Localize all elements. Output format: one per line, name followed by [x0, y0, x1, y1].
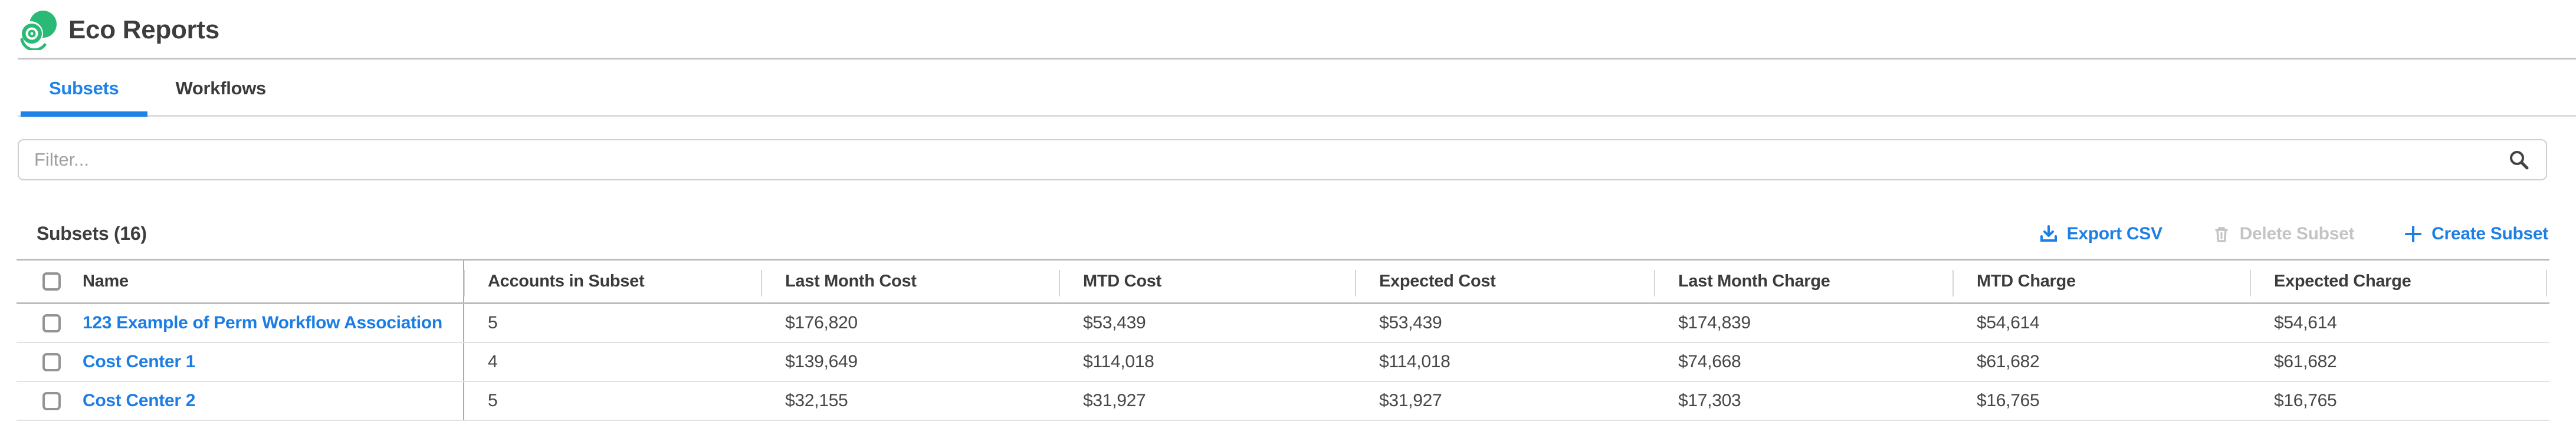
expected-charge-cell: $54,614 [2274, 313, 2337, 332]
column-header-expected-cost[interactable]: Expected Cost [1355, 261, 1655, 302]
export-csv-button[interactable]: Export CSV [2039, 224, 2162, 244]
table-row: Cost Center 2 5 $32,155 $31,927 $31,927 … [17, 382, 2549, 421]
mtd-charge-cell: $61,682 [1977, 352, 2040, 371]
export-csv-label: Export CSV [2066, 223, 2162, 243]
section-title: Subsets (16) [37, 223, 147, 244]
page-title: Eco Reports [68, 15, 219, 44]
last-month-cost-cell: $176,820 [785, 313, 858, 332]
name-cell: Cost Center 2 [17, 382, 464, 420]
tab-subsets-label: Subsets [49, 77, 119, 98]
tab-bar: Subsets Workflows [0, 60, 2576, 117]
accounts-cell: 5 [488, 391, 498, 410]
plus-icon [2405, 225, 2422, 242]
mtd-cost-cell: $114,018 [1083, 352, 1154, 371]
subset-name-link[interactable]: Cost Center 2 [83, 391, 196, 410]
row-checkbox[interactable] [42, 391, 61, 410]
last-month-cost-cell: $32,155 [785, 391, 848, 410]
expected-charge-cell: $16,765 [2274, 391, 2337, 410]
delete-subset-label: Delete Subset [2239, 223, 2355, 243]
expected-cost-cell: $114,018 [1379, 352, 1451, 371]
filter-input[interactable] [18, 139, 2547, 180]
column-header-name[interactable]: Name [17, 261, 464, 302]
column-header-name-label: Name [83, 272, 129, 291]
delete-subset-button[interactable]: Delete Subset [2212, 223, 2355, 244]
subsets-table: Name Accounts in Subset Last Month Cost … [17, 259, 2549, 421]
accounts-cell: 5 [488, 313, 498, 332]
app-header: Eco Reports [0, 0, 2576, 60]
column-header-mtd-charge[interactable]: MTD Charge [1952, 261, 2250, 302]
mtd-cost-cell: $31,927 [1083, 391, 1146, 410]
mtd-cost-cell: $53,439 [1083, 313, 1146, 332]
last-month-charge-cell: $74,668 [1678, 352, 1741, 371]
column-header-mtd-cost[interactable]: MTD Cost [1059, 261, 1356, 302]
tab-workflows-label: Workflows [175, 77, 267, 98]
name-cell: Cost Center 1 [17, 343, 464, 381]
row-checkbox[interactable] [42, 352, 61, 371]
subsets-toolbar: Subsets (16) Export CSV Delete Subset [18, 223, 2548, 245]
row-checkbox[interactable] [42, 314, 61, 332]
mtd-charge-cell: $16,765 [1977, 391, 2040, 410]
download-icon [2040, 225, 2057, 242]
subset-name-link[interactable]: Cost Center 1 [83, 352, 196, 371]
trash-icon [2214, 226, 2228, 242]
table-row: 123 Example of Perm Workflow Association… [17, 304, 2549, 343]
create-subset-button[interactable]: Create Subset [2404, 224, 2548, 244]
app-logo-icon [19, 10, 57, 50]
last-month-charge-cell: $174,839 [1678, 313, 1751, 332]
last-month-charge-cell: $17,303 [1678, 391, 1741, 410]
toolbar-actions: Export CSV Delete Subset Create Subset [2039, 224, 2548, 244]
table-row: Cost Center 1 4 $139,649 $114,018 $114,0… [17, 343, 2549, 382]
column-header-last-month-cost[interactable]: Last Month Cost [761, 261, 1059, 302]
name-cell: 123 Example of Perm Workflow Association [17, 304, 464, 342]
column-header-expected-charge[interactable]: Expected Charge [2250, 261, 2549, 302]
expected-cost-cell: $53,439 [1379, 313, 1442, 332]
create-subset-label: Create Subset [2431, 223, 2548, 243]
mtd-charge-cell: $54,614 [1977, 313, 2040, 332]
column-header-last-month-charge[interactable]: Last Month Charge [1654, 261, 1953, 302]
tab-subsets[interactable]: Subsets [21, 60, 147, 117]
search-icon[interactable] [2508, 149, 2529, 170]
select-all-checkbox[interactable] [42, 272, 61, 291]
expected-charge-cell: $61,682 [2274, 352, 2337, 371]
tab-workflows[interactable]: Workflows [147, 60, 294, 117]
accounts-cell: 4 [488, 352, 498, 371]
column-header-accounts-in-subset[interactable]: Accounts in Subset [464, 261, 762, 302]
filter-bar [18, 139, 2547, 180]
last-month-cost-cell: $139,649 [785, 352, 858, 371]
subset-name-link[interactable]: 123 Example of Perm Workflow Association [83, 313, 442, 332]
table-header-row: Name Accounts in Subset Last Month Cost … [17, 261, 2549, 304]
expected-cost-cell: $31,927 [1379, 391, 1442, 410]
